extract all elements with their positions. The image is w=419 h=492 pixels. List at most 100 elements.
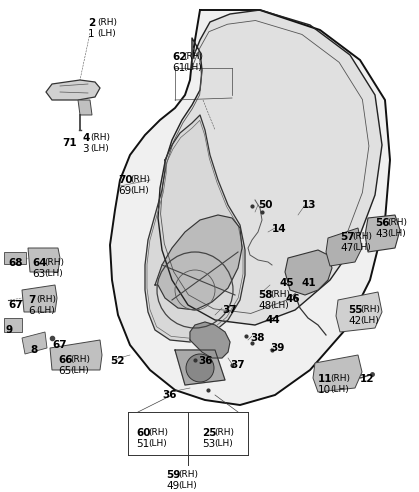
Text: 43: 43	[375, 229, 388, 239]
Text: (LH): (LH)	[270, 301, 289, 310]
Text: 53: 53	[202, 439, 215, 449]
Text: 25: 25	[202, 428, 217, 438]
Text: (RH): (RH)	[90, 133, 110, 142]
Text: (RH): (RH)	[178, 470, 198, 479]
Text: (LH): (LH)	[90, 144, 109, 153]
Text: (RH): (RH)	[360, 305, 380, 314]
Text: (RH): (RH)	[36, 295, 56, 304]
Text: 14: 14	[272, 224, 287, 234]
Text: (LH): (LH)	[183, 63, 202, 72]
Text: (RH): (RH)	[70, 355, 90, 364]
Text: 58: 58	[258, 290, 272, 300]
Text: (LH): (LH)	[148, 439, 167, 448]
Text: 11: 11	[318, 374, 333, 384]
Text: (LH): (LH)	[70, 366, 89, 375]
Text: 47: 47	[340, 243, 353, 253]
Text: (LH): (LH)	[360, 316, 379, 325]
Text: (LH): (LH)	[44, 269, 63, 278]
Text: (RH): (RH)	[183, 52, 203, 61]
Polygon shape	[285, 250, 332, 295]
Polygon shape	[46, 80, 100, 100]
Polygon shape	[326, 228, 362, 266]
Polygon shape	[22, 332, 47, 354]
Text: 6: 6	[28, 306, 35, 316]
Text: 65: 65	[58, 366, 71, 376]
Text: 3: 3	[82, 144, 89, 154]
Text: (LH): (LH)	[130, 186, 149, 195]
Text: 57: 57	[340, 232, 354, 242]
Text: 61: 61	[172, 63, 185, 73]
Text: 69: 69	[118, 186, 131, 196]
Text: (LH): (LH)	[36, 306, 55, 315]
Text: 42: 42	[348, 316, 361, 326]
Text: 67: 67	[8, 300, 23, 310]
Text: 44: 44	[265, 315, 280, 325]
Text: 67: 67	[52, 340, 67, 350]
Text: 52: 52	[110, 356, 124, 366]
Text: 68: 68	[8, 258, 23, 268]
Text: (RH): (RH)	[148, 428, 168, 437]
Polygon shape	[78, 100, 92, 115]
Text: 8: 8	[30, 345, 37, 355]
Polygon shape	[190, 322, 230, 358]
Polygon shape	[4, 252, 26, 264]
Polygon shape	[158, 10, 382, 325]
Text: 36: 36	[162, 390, 176, 400]
Text: 10: 10	[318, 385, 331, 395]
Text: 64: 64	[32, 258, 47, 268]
Text: (LH): (LH)	[330, 385, 349, 394]
Text: 37: 37	[230, 360, 245, 370]
Text: 66: 66	[58, 355, 72, 365]
Polygon shape	[110, 10, 390, 405]
Text: 41: 41	[302, 278, 317, 288]
Text: 48: 48	[258, 301, 271, 311]
Text: 7: 7	[28, 295, 35, 305]
Polygon shape	[145, 115, 245, 342]
Polygon shape	[175, 350, 225, 385]
Text: 56: 56	[375, 218, 390, 228]
Text: (RH): (RH)	[97, 18, 117, 27]
Text: (LH): (LH)	[387, 229, 406, 238]
Polygon shape	[336, 292, 382, 332]
Text: 55: 55	[348, 305, 362, 315]
Text: 50: 50	[258, 200, 272, 210]
Text: (RH): (RH)	[270, 290, 290, 299]
Text: (RH): (RH)	[352, 232, 372, 241]
Text: (RH): (RH)	[387, 218, 407, 227]
Text: 1: 1	[88, 29, 95, 39]
Text: (LH): (LH)	[97, 29, 116, 38]
Text: (RH): (RH)	[44, 258, 64, 267]
Text: (LH): (LH)	[352, 243, 371, 252]
Text: 36: 36	[198, 356, 212, 366]
Text: 71: 71	[62, 138, 77, 148]
Text: 49: 49	[166, 481, 179, 491]
Text: 60: 60	[136, 428, 150, 438]
Text: (RH): (RH)	[130, 175, 150, 184]
Text: 62: 62	[172, 52, 186, 62]
Text: (LH): (LH)	[178, 481, 197, 490]
Text: 4: 4	[82, 133, 89, 143]
Text: 12: 12	[360, 374, 375, 384]
Text: 39: 39	[270, 343, 285, 353]
Polygon shape	[313, 355, 362, 392]
Text: 38: 38	[250, 333, 264, 343]
Text: (RH): (RH)	[214, 428, 234, 437]
Polygon shape	[4, 318, 22, 332]
Text: 9: 9	[5, 325, 12, 335]
Text: 2: 2	[88, 18, 95, 28]
Text: 63: 63	[32, 269, 45, 279]
Text: 45: 45	[280, 278, 295, 288]
Polygon shape	[22, 285, 57, 312]
Polygon shape	[365, 215, 400, 252]
Text: 59: 59	[166, 470, 180, 480]
Text: 13: 13	[302, 200, 316, 210]
Polygon shape	[50, 340, 102, 370]
Text: 37: 37	[222, 305, 237, 315]
Text: (LH): (LH)	[214, 439, 233, 448]
Text: 51: 51	[136, 439, 149, 449]
Text: 46: 46	[285, 294, 300, 304]
Polygon shape	[28, 248, 60, 272]
Text: 70: 70	[118, 175, 133, 185]
Circle shape	[186, 354, 214, 382]
Polygon shape	[155, 215, 242, 310]
